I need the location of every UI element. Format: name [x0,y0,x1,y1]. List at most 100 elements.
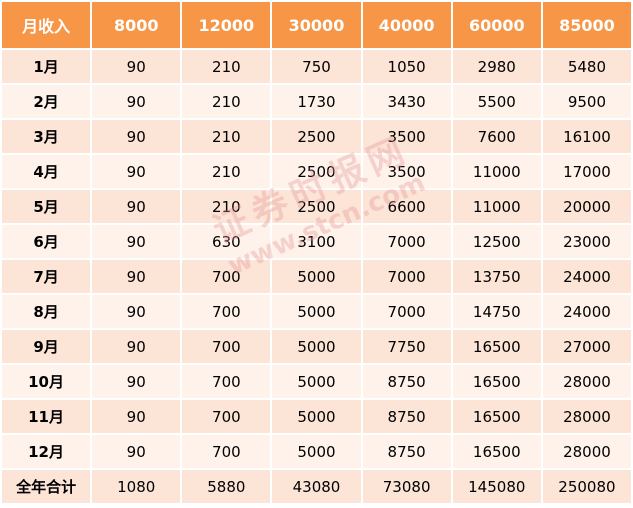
cell: 3100 [272,225,361,258]
header-cell: 85000 [542,2,631,48]
data-row: 6月 90 630 3100 7000 12500 23000 [2,225,631,258]
row-label: 9月 [2,330,91,363]
cell: 210 [182,190,271,223]
cell: 210 [182,85,271,118]
cell: 73080 [362,470,451,503]
cell: 16500 [452,435,541,468]
cell: 28000 [542,365,631,398]
cell: 9500 [542,85,631,118]
row-label: 全年合计 [2,470,91,503]
cell: 5000 [272,260,361,293]
data-row: 1月 90 210 750 1050 2980 5480 [2,50,631,83]
cell: 5480 [542,50,631,83]
data-row: 4月 90 210 2500 3500 11000 17000 [2,155,631,188]
cell: 90 [92,330,181,363]
cell: 7600 [452,120,541,153]
row-label: 6月 [2,225,91,258]
cell: 2980 [452,50,541,83]
cell: 16500 [452,400,541,433]
row-label: 7月 [2,260,91,293]
cell: 16100 [542,120,631,153]
cell: 5000 [272,365,361,398]
cell: 28000 [542,435,631,468]
cell: 17000 [542,155,631,188]
cell: 2500 [272,155,361,188]
header-cell: 12000 [182,2,271,48]
data-row: 全年合计 1080 5880 43080 73080 145080 250080 [2,470,631,503]
cell: 90 [92,365,181,398]
data-row: 11月 90 700 5000 8750 16500 28000 [2,400,631,433]
header-row: 月收入 8000 12000 30000 40000 60000 85000 [2,2,631,48]
cell: 90 [92,225,181,258]
cell: 90 [92,50,181,83]
header-cell: 8000 [92,2,181,48]
cell: 16500 [452,365,541,398]
data-row: 3月 90 210 2500 3500 7600 16100 [2,120,631,153]
cell: 5000 [272,295,361,328]
row-label: 11月 [2,400,91,433]
cell: 210 [182,120,271,153]
cell: 5500 [452,85,541,118]
cell: 90 [92,155,181,188]
cell: 43080 [272,470,361,503]
header-cell: 60000 [452,2,541,48]
cell: 700 [182,365,271,398]
cell: 14750 [452,295,541,328]
cell: 11000 [452,190,541,223]
row-label: 1月 [2,50,91,83]
cell: 700 [182,400,271,433]
cell: 3500 [362,155,451,188]
row-label: 5月 [2,190,91,223]
row-label: 8月 [2,295,91,328]
cell: 7750 [362,330,451,363]
data-row: 7月 90 700 5000 7000 13750 24000 [2,260,631,293]
cell: 90 [92,120,181,153]
data-row: 5月 90 210 2500 6600 11000 20000 [2,190,631,223]
cell: 13750 [452,260,541,293]
cell: 1730 [272,85,361,118]
data-row: 10月 90 700 5000 8750 16500 28000 [2,365,631,398]
cell: 3430 [362,85,451,118]
cell: 7000 [362,225,451,258]
cell: 7000 [362,260,451,293]
cell: 90 [92,400,181,433]
data-row: 9月 90 700 5000 7750 16500 27000 [2,330,631,363]
header-cell: 月收入 [2,2,91,48]
cell: 700 [182,260,271,293]
cell: 11000 [452,155,541,188]
cell: 90 [92,295,181,328]
cell: 12500 [452,225,541,258]
data-row: 8月 90 700 5000 7000 14750 24000 [2,295,631,328]
row-label: 3月 [2,120,91,153]
row-label: 10月 [2,365,91,398]
cell: 630 [182,225,271,258]
cell: 23000 [542,225,631,258]
cell: 1080 [92,470,181,503]
row-label: 4月 [2,155,91,188]
cell: 750 [272,50,361,83]
cell: 210 [182,50,271,83]
cell: 7000 [362,295,451,328]
cell: 2500 [272,190,361,223]
data-row: 12月 90 700 5000 8750 16500 28000 [2,435,631,468]
cell: 90 [92,435,181,468]
cell: 24000 [542,295,631,328]
header-cell: 30000 [272,2,361,48]
cell: 90 [92,85,181,118]
cell: 8750 [362,400,451,433]
cell: 6600 [362,190,451,223]
cell: 1050 [362,50,451,83]
cell: 27000 [542,330,631,363]
cell: 16500 [452,330,541,363]
cell: 700 [182,435,271,468]
cell: 90 [92,260,181,293]
cell: 145080 [452,470,541,503]
row-label: 12月 [2,435,91,468]
cell: 90 [92,190,181,223]
cell: 8750 [362,365,451,398]
cell: 700 [182,295,271,328]
cell: 210 [182,155,271,188]
cell: 3500 [362,120,451,153]
